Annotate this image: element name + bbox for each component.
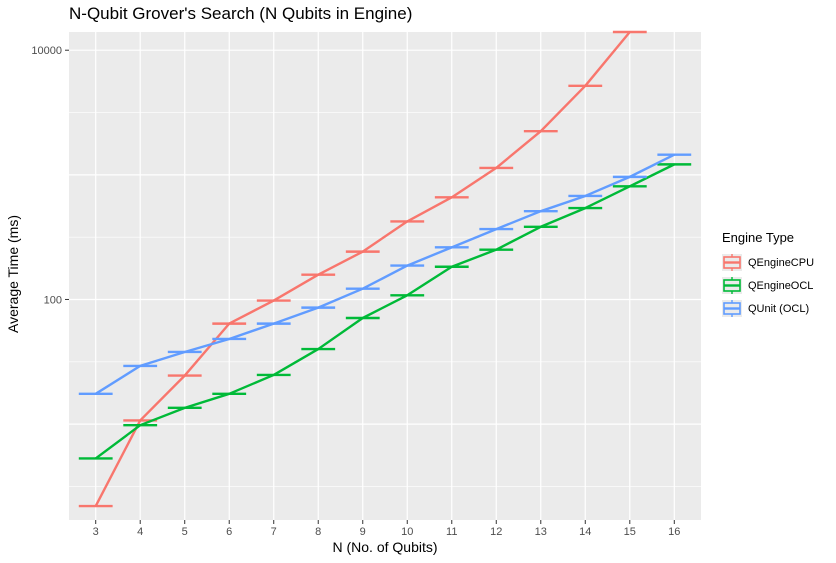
x-tick-label: 5: [182, 526, 188, 538]
x-axis-label: N (No. of Qubits): [332, 539, 438, 555]
legend-item: QEngineOCL: [722, 274, 814, 297]
legend-title: Engine Type: [722, 230, 795, 245]
series-line: [94, 163, 675, 460]
y-tick-label: 100: [44, 294, 62, 306]
legend-label: QEngineOCL: [748, 279, 814, 292]
legend-label: QEngineCPU: [748, 256, 815, 269]
chart-title: N-Qubit Grover's Search (N Qubits in Eng…: [69, 4, 413, 23]
legend: Engine Type QEngineCPU QEngineOCL QUnit (O…: [722, 230, 814, 320]
series-qengineocl: [78, 163, 692, 460]
legend-key-icon: [722, 254, 742, 271]
x-tick-label: 8: [315, 526, 321, 538]
grid-lines: [69, 32, 701, 520]
x-tick-label: 11: [446, 526, 457, 538]
x-tick-label: 13: [535, 526, 547, 538]
axis-ticks: 3 4 5 6 7 8 9 10 11 12 13 14 15 16 100 10000: [31, 45, 680, 538]
legend-item: QUnit (OCL): [722, 297, 814, 320]
x-tick-label: 9: [360, 526, 366, 538]
x-tick-label: 14: [579, 526, 591, 538]
x-tick-label: 4: [137, 526, 143, 538]
legend-key-icon: [722, 300, 742, 317]
y-axis-label: Average Time (ms): [5, 215, 21, 333]
x-tick-label: 6: [226, 526, 232, 538]
x-tick-label: 3: [93, 526, 99, 538]
x-tick-label: 16: [668, 526, 680, 538]
x-tick-label: 12: [490, 526, 502, 538]
x-tick-label: 15: [624, 526, 636, 538]
legend-item: QEngineCPU: [722, 251, 814, 274]
legend-key-icon: [722, 277, 742, 294]
data-series: [78, 30, 692, 508]
legend-items: QEngineCPU QEngineOCL QUnit (OCL): [722, 251, 814, 320]
x-tick-label: 10: [401, 526, 413, 538]
series-qunit-ocl-: [78, 153, 692, 396]
series-qenginecpu: [78, 30, 647, 508]
legend-label: QUnit (OCL): [748, 302, 810, 315]
x-tick-label: 7: [271, 526, 277, 538]
series-line: [95, 153, 675, 395]
y-tick-label: 10000: [31, 45, 62, 57]
